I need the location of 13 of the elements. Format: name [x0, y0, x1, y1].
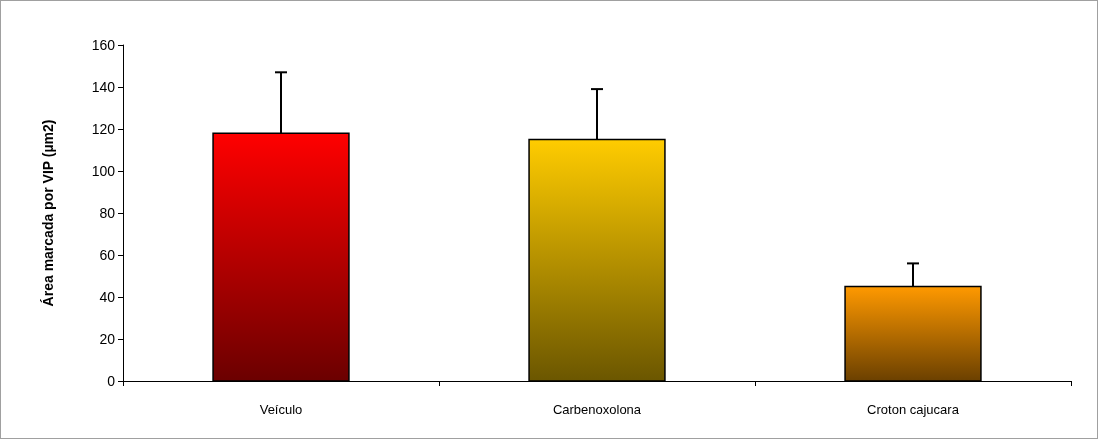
y-tick-label: 80 [99, 205, 116, 221]
y-tick-label: 0 [107, 373, 116, 389]
x-tick-label: Croton cajucara [867, 402, 960, 417]
x-tick-label: Veículo [259, 402, 303, 417]
y-tick-label: 20 [99, 331, 116, 347]
y-tick-label: 120 [91, 121, 116, 137]
y-tick-label: 140 [91, 79, 116, 95]
y-tick-label: 100 [91, 163, 116, 179]
y-axis-title: Área marcada por VIP (µm2) [40, 119, 56, 307]
y-tick-label: 160 [91, 37, 116, 53]
y-tick-label: 40 [99, 289, 116, 305]
y-tick-label: 60 [99, 247, 116, 263]
x-tick-label: Carbenoxolona [552, 402, 642, 417]
